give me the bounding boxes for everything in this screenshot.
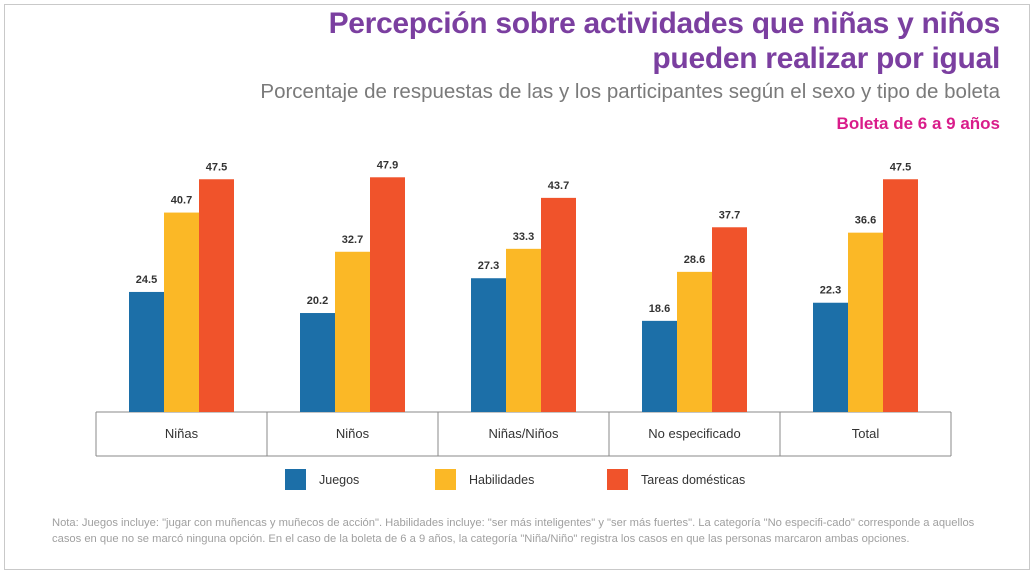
chart-title: Percepción sobre actividades que niñas y… [240, 6, 1001, 76]
data-label: 22.3 [820, 285, 841, 297]
legend-swatch [285, 469, 306, 490]
bar [129, 291, 164, 412]
bar [370, 177, 405, 412]
data-label: 28.6 [684, 254, 705, 266]
data-label: 47.5 [206, 161, 227, 173]
bar [848, 232, 883, 412]
data-label: 43.7 [548, 180, 569, 192]
legend-label: Tareas domésticas [641, 473, 745, 487]
bar [164, 212, 199, 412]
bar [300, 313, 335, 412]
data-label: 18.6 [649, 303, 670, 315]
footnote: Nota: Juegos incluye: "jugar con muñenca… [52, 517, 975, 545]
data-label: 20.2 [307, 295, 328, 307]
bar [541, 197, 576, 412]
bar [471, 278, 506, 412]
category-label: No especificado [648, 426, 741, 441]
chart-subtitle: Porcentaje de respuestas de las y los pa… [260, 80, 1000, 103]
legend-label: Juegos [319, 473, 359, 487]
chart-title-line1: Percepción sobre actividades que niñas y… [328, 7, 1001, 40]
bar [813, 302, 848, 412]
data-label: 40.7 [171, 195, 192, 207]
bar [199, 179, 234, 412]
data-label: 36.6 [855, 215, 876, 227]
category-label: Niñas [165, 426, 199, 441]
bar [883, 179, 918, 412]
data-label: 24.5 [136, 274, 157, 286]
data-label: 47.9 [377, 159, 398, 171]
legend-swatch [607, 469, 628, 490]
legend-swatch [435, 469, 456, 490]
category-label: Niñas/Niños [488, 426, 559, 441]
data-label: 37.7 [719, 209, 740, 221]
boleta-tag: Boleta de 6 a 9 años [836, 114, 1000, 133]
category-label: Niños [336, 426, 370, 441]
data-label: 33.3 [513, 231, 534, 243]
data-label: 47.5 [890, 161, 911, 173]
bar [677, 271, 712, 412]
legend-label: Habilidades [469, 473, 534, 487]
bar [712, 227, 747, 412]
data-label: 27.3 [478, 260, 499, 272]
chart-title-line2: pueden realizar por igual [652, 42, 1000, 75]
data-label: 32.7 [342, 234, 363, 246]
bar [642, 320, 677, 412]
bar [506, 248, 541, 412]
bar [335, 251, 370, 412]
category-label: Total [852, 426, 880, 441]
